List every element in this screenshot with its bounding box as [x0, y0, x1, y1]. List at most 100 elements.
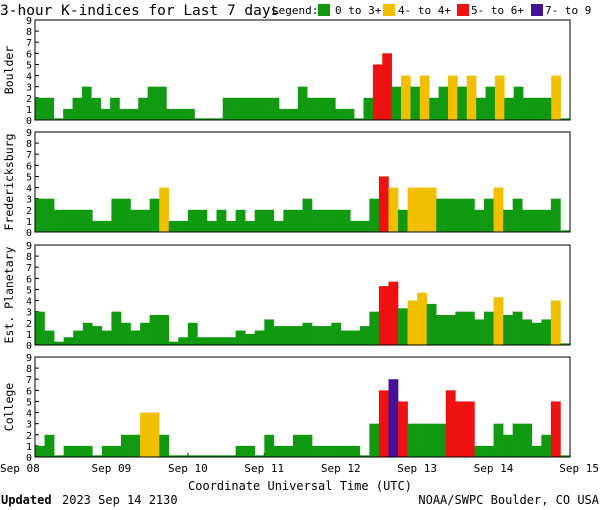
k-index-bar — [344, 108, 355, 120]
k-index-bar — [54, 209, 64, 232]
k-index-bar — [474, 445, 485, 457]
k-index-bar — [302, 198, 313, 232]
k-index-bar — [378, 390, 389, 457]
k-index-bar — [178, 455, 189, 457]
y-tick-label: 6 — [26, 386, 32, 397]
k-index-bar — [254, 330, 265, 345]
x-tick-label: Sep 09 — [92, 462, 132, 475]
k-index-bar — [147, 86, 158, 120]
legend-swatch-yellow — [383, 4, 395, 16]
k-index-bar — [130, 209, 141, 232]
k-index-bar — [213, 118, 224, 120]
legend-label: Legend: — [272, 4, 318, 17]
y-axis-label: Fredericksburg — [2, 134, 16, 231]
k-index-bar — [197, 337, 208, 345]
k-index-bar — [81, 86, 92, 120]
k-index-bar — [101, 330, 112, 345]
k-index-bar — [292, 434, 303, 457]
k-index-bar — [340, 330, 351, 345]
k-index-bar — [216, 455, 227, 457]
k-index-bar — [312, 209, 322, 232]
k-index-bar — [149, 412, 160, 457]
k-index-bar — [168, 341, 179, 345]
k-index-bar — [436, 198, 447, 232]
k-index-bar — [321, 209, 332, 232]
k-index-bar — [264, 319, 275, 345]
k-index-bar — [504, 97, 514, 120]
k-index-bar — [382, 53, 392, 120]
k-index-bar — [476, 97, 486, 120]
panel-border — [34, 244, 571, 346]
y-tick-label: 3 — [26, 420, 32, 431]
y-tick-label: 1 — [26, 442, 32, 453]
k-index-bar — [44, 330, 55, 345]
k-index-bar — [398, 308, 408, 345]
k-index-bar — [260, 97, 270, 120]
panel-border — [34, 131, 571, 233]
x-tick-label: Sep 14 — [474, 462, 514, 475]
k-index-bar — [53, 118, 64, 120]
k-index-bar — [197, 209, 208, 232]
k-index-bar — [119, 108, 130, 120]
y-tick-label: 4 — [26, 72, 32, 83]
k-index-bar — [388, 281, 399, 345]
k-index-bar — [522, 319, 533, 345]
k-index-bar — [73, 330, 84, 345]
legend-swatch-red — [457, 4, 469, 16]
k-index-bar — [120, 198, 131, 232]
k-index-bar — [335, 108, 346, 120]
x-axis-label: Coordinate Universal Time (UTC) — [188, 479, 412, 493]
k-index-bar — [378, 286, 389, 345]
k-index-bar — [245, 445, 256, 457]
x-tick-label: Sep 12 — [321, 462, 361, 475]
k-index-bar — [485, 86, 496, 120]
k-index-bar — [436, 315, 447, 345]
k-index-bar — [503, 209, 513, 232]
k-index-bar — [436, 423, 447, 457]
y-tick-label: 4 — [26, 297, 32, 308]
k-index-bar — [522, 209, 533, 232]
k-index-bar — [63, 445, 74, 457]
k-index-bar — [54, 341, 64, 345]
k-index-bar — [216, 337, 227, 345]
k-index-bar — [541, 319, 552, 345]
k-index-bar — [302, 434, 313, 457]
k-index-bar — [560, 118, 571, 120]
y-tick-label: 9 — [26, 16, 32, 27]
k-index-bar — [44, 434, 55, 457]
k-index-bar — [363, 97, 374, 120]
k-index-bar — [512, 311, 523, 345]
k-index-bar — [312, 326, 322, 345]
k-index-bar — [372, 64, 383, 120]
y-tick-label: 7 — [26, 263, 32, 274]
k-index-bar — [474, 319, 485, 345]
k-index-bar — [241, 97, 252, 120]
k-index-bar — [250, 97, 261, 120]
y-tick-label: 5 — [26, 60, 32, 71]
k-index-bar — [130, 434, 141, 457]
legend-swatch-green — [318, 4, 330, 16]
chart-title: 3-hour K-indices for Last 7 days — [0, 3, 279, 19]
k-index-bar — [466, 75, 477, 120]
k-index-bar — [235, 445, 246, 457]
k-index-bar — [560, 343, 571, 345]
k-index-bar — [92, 455, 103, 457]
k-index-bar — [388, 379, 399, 457]
k-index-bar — [110, 97, 120, 120]
y-tick-label: 2 — [26, 206, 32, 217]
k-index-bar — [531, 445, 542, 457]
k-index-bar — [340, 445, 351, 457]
k-index-bar — [166, 108, 177, 120]
k-index-bar — [187, 455, 198, 457]
k-index-bar — [464, 401, 475, 457]
k-index-bar — [417, 187, 427, 232]
k-index-bar — [128, 108, 139, 120]
k-index-bar — [426, 423, 437, 457]
k-index-bar — [279, 108, 289, 120]
x-axis-ticks: Sep 08 Sep 09 Sep 10 Sep 11 Sep 12 Sep 13 Sep … — [0, 462, 599, 475]
k-index-bar — [82, 322, 93, 345]
y-tick-label: 8 — [26, 139, 32, 150]
k-index-bar — [149, 315, 160, 345]
k-index-bar — [292, 326, 303, 345]
